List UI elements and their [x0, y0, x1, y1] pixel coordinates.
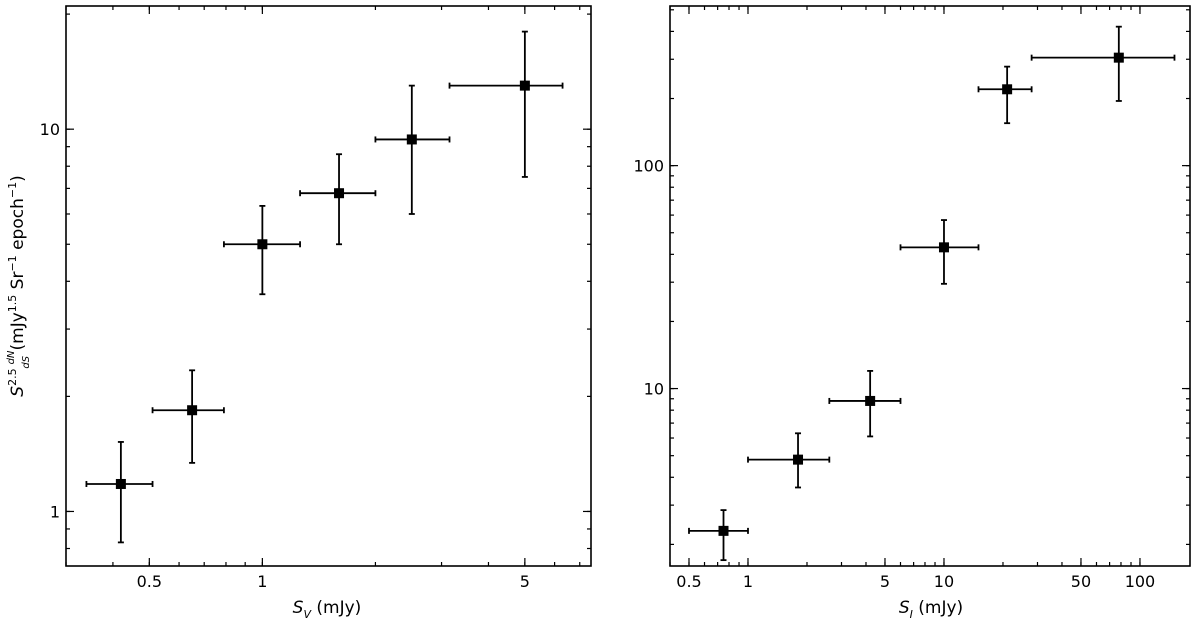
- y-label-frac-den: dS: [21, 355, 32, 368]
- left-y-tick-label: 1: [50, 502, 60, 521]
- left-x-tick-label: 5: [520, 572, 530, 591]
- left-x-tick-label: 1: [257, 572, 267, 591]
- x-axis-label-right: SI (mJy): [899, 598, 963, 621]
- y-label-unit-mid: Sr: [8, 272, 28, 295]
- x-label-left-unit: (mJy): [311, 598, 361, 618]
- x-label-right-unit: (mJy): [913, 598, 963, 618]
- right-x-tick-label: 0.5: [676, 572, 701, 591]
- right-plot-frame: [669, 5, 1191, 567]
- left-data-point: [406, 134, 417, 145]
- left-data-point: [519, 80, 530, 91]
- left-x-tick-label: 0.5: [137, 572, 162, 591]
- y-axis-label: S2.5dN dS (mJy1.5 Sr−1 epoch−1): [6, 175, 32, 396]
- x-axis-label-left: SV (mJy): [293, 598, 362, 621]
- right-data-point: [865, 395, 876, 406]
- y-label-unit-close: ): [8, 175, 28, 182]
- right-x-tick-label: 5: [880, 572, 890, 591]
- right-data-point: [718, 525, 729, 536]
- right-data-point: [1113, 52, 1124, 63]
- y-label-unit-pre: (mJy: [8, 312, 28, 356]
- right-x-tick-label: 10: [934, 572, 954, 591]
- right-x-tick-label: 1: [743, 572, 753, 591]
- left-data-point: [334, 188, 345, 199]
- left-y-tick-label: 10: [40, 120, 60, 139]
- left-chart-panel: 0.5 1 5 1 10: [40, 5, 592, 591]
- x-label-right-sub: I: [910, 608, 913, 621]
- right-x-tick-label: 50: [1071, 572, 1091, 591]
- x-label-right-base: S: [899, 598, 910, 618]
- right-data-point: [938, 242, 949, 253]
- left-data-point: [115, 478, 126, 489]
- right-data-point: [1002, 84, 1013, 95]
- x-label-left-base: S: [293, 598, 304, 618]
- y-label-base: S: [8, 386, 28, 397]
- left-plot-frame: [65, 5, 592, 567]
- left-data-point: [257, 239, 268, 250]
- left-data-point: [187, 405, 198, 416]
- right-data-point: [793, 454, 804, 465]
- x-label-left-sub: V: [303, 608, 312, 621]
- y-label-unit-exp1: 1.5: [6, 295, 19, 313]
- y-label-unit-exp3: −1: [6, 182, 19, 198]
- y-label-unit-post: epoch: [8, 198, 28, 255]
- y-label-exp: 2.5: [6, 368, 19, 386]
- right-chart-panel: 0.5 1 5 10 50 100 10 100: [633, 5, 1191, 591]
- right-y-tick-label: 100: [633, 157, 664, 176]
- y-label-unit-exp2: −1: [6, 255, 19, 271]
- y-label-frac-num: dN: [6, 350, 17, 364]
- right-x-tick-label: 100: [1125, 572, 1156, 591]
- right-y-tick-label: 10: [644, 380, 664, 399]
